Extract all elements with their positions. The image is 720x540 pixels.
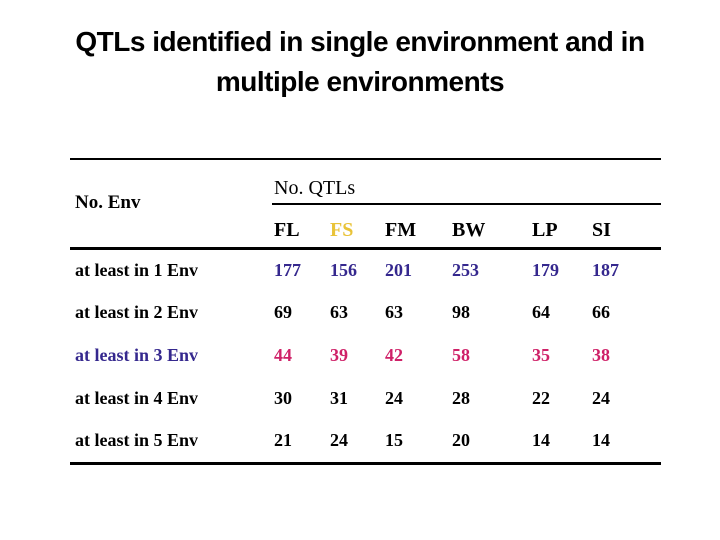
slide-title: QTLs identified in single environment an… — [0, 22, 720, 102]
group-header-row: No. Env No. QTLs — [70, 159, 662, 250]
column-header-fs: FS — [328, 204, 383, 250]
row-label: at least in 3 Env — [75, 345, 199, 365]
slide-title-line1: QTLs identified in single environment an… — [75, 26, 645, 57]
cell-value: 21 — [274, 430, 292, 451]
cell-value: 42 — [385, 345, 403, 365]
cell-value: 177 — [274, 259, 301, 280]
qtl-table: No. Env No. QTLs FL FS FM BW LP SI at le… — [70, 158, 662, 465]
cell-value: 14 — [532, 430, 550, 451]
cell-value: 64 — [532, 302, 550, 322]
cell-value: 156 — [330, 259, 357, 280]
column-header-row: FL FS FM BW LP SI — [70, 204, 662, 250]
cell-value: 69 — [274, 302, 292, 322]
column-header-fl: FL — [272, 204, 328, 250]
table-row-4-env: at least in 4 Env 30 31 24 28 22 24 — [70, 377, 661, 420]
row-header-no-env: No. Env — [70, 159, 272, 250]
cell-value: 39 — [330, 345, 348, 365]
table-row-3-env: at least in 3 Env 44 39 42 58 35 38 — [70, 334, 661, 377]
column-header-bw: BW — [450, 204, 530, 250]
cell-value: 28 — [452, 388, 470, 408]
column-header-lp: LP — [530, 204, 590, 250]
cell-value: 179 — [532, 259, 559, 280]
group-header-no-qtls: No. QTLs — [272, 159, 662, 205]
cell-value: 24 — [385, 388, 403, 408]
row-label: at least in 4 Env — [75, 388, 199, 408]
row-label: at least in 2 Env — [75, 302, 199, 322]
cell-value: 38 — [592, 345, 610, 365]
cell-value: 22 — [532, 388, 550, 408]
table-row-5-env: at least in 5 Env 21 24 15 20 14 14 — [70, 420, 661, 463]
cell-value: 15 — [385, 430, 403, 451]
column-header-si: SI — [590, 204, 662, 250]
cell-value: 63 — [385, 302, 403, 322]
cell-value: 14 — [592, 430, 610, 451]
slide-title-line2: multiple environments — [215, 66, 505, 97]
cell-value: 58 — [452, 345, 470, 365]
cell-value: 24 — [592, 388, 610, 408]
cell-value: 20 — [452, 430, 470, 451]
table-row-2-env: at least in 2 Env 69 63 63 98 64 66 — [70, 291, 661, 334]
cell-value: 24 — [330, 430, 348, 451]
cell-value: 187 — [592, 259, 619, 280]
table-row-1-env: at least in 1 Env 177 156 201 253 179 18… — [70, 248, 661, 291]
cell-value: 66 — [592, 302, 610, 322]
row-label: at least in 1 Env — [75, 259, 199, 280]
cell-value: 253 — [452, 259, 479, 280]
cell-value: 30 — [274, 388, 292, 408]
cell-value: 63 — [330, 302, 348, 322]
cell-value: 98 — [452, 302, 470, 322]
cell-value: 201 — [385, 259, 412, 280]
cell-value: 31 — [330, 388, 348, 408]
column-header-fm: FM — [383, 204, 450, 250]
cell-value: 44 — [274, 345, 292, 365]
cell-value: 35 — [532, 345, 550, 365]
row-label: at least in 5 Env — [75, 430, 199, 451]
